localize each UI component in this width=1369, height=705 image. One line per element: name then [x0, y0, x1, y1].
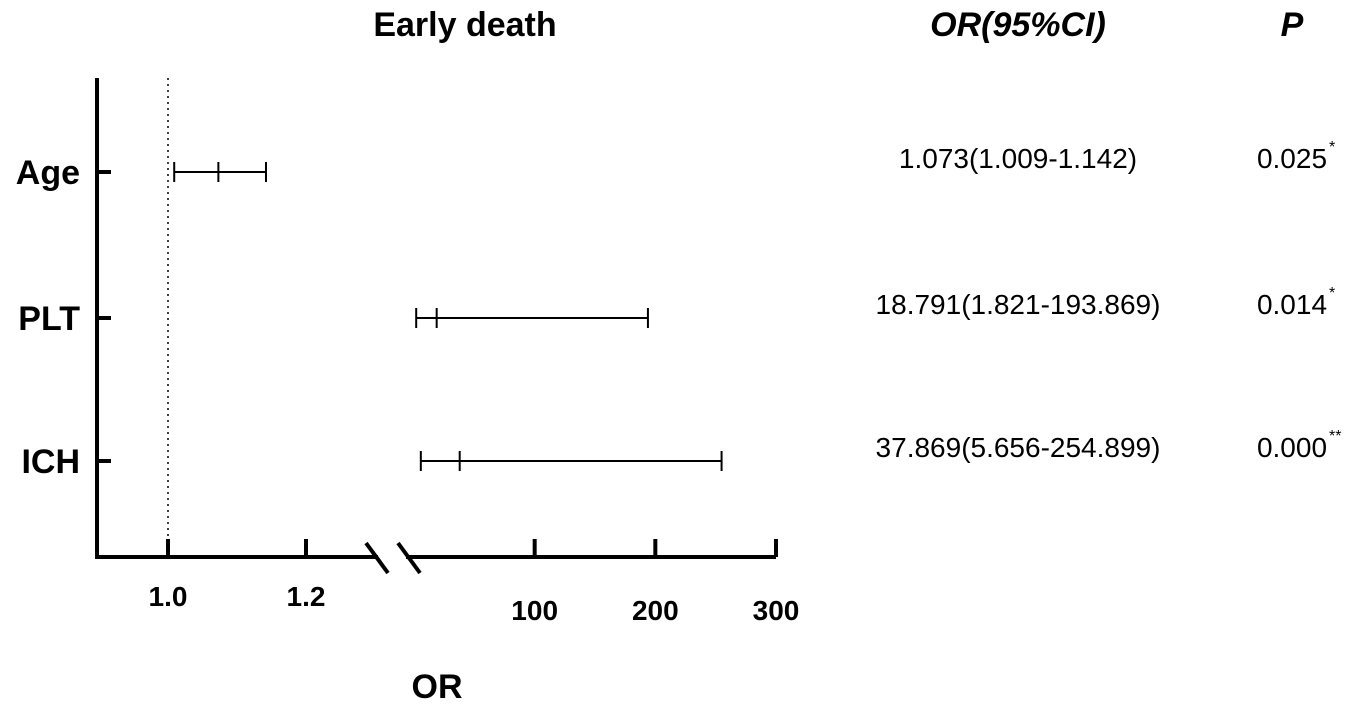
significance-mark: * — [1329, 285, 1335, 302]
chart-title: Early death — [373, 6, 556, 44]
significance-mark: * — [1329, 139, 1335, 156]
p-value: 0.025 — [1257, 143, 1327, 174]
x-tick-label: 100 — [511, 595, 558, 626]
x-tick-label: 300 — [753, 595, 800, 626]
or-ci-value: 18.791(1.821-193.869) — [876, 289, 1161, 320]
or-ci-column-header: OR(95%CI) — [930, 6, 1106, 44]
p-value: 0.014 — [1257, 289, 1327, 320]
x-tick-label: 200 — [632, 595, 679, 626]
significance-mark: ** — [1329, 428, 1341, 445]
x-tick-label: 1.0 — [149, 581, 188, 612]
p-value: 0.000 — [1257, 432, 1327, 463]
or-ci-value: 37.869(5.656-254.899) — [876, 432, 1161, 463]
x-tick-label: 1.2 — [287, 581, 326, 612]
row-label: PLT — [18, 300, 80, 338]
x-axis-label: OR — [412, 668, 463, 705]
axis-break-mark — [396, 541, 422, 575]
axis-break-mark — [364, 541, 390, 575]
p-column-header: P — [1281, 6, 1304, 44]
plot-area: 1.0 1.2 100 200 300 Age 1.073(1.009-1.142) 0.02… — [16, 78, 1341, 626]
row-label: Age — [16, 154, 80, 192]
row-label: ICH — [21, 443, 80, 481]
or-ci-value: 1.073(1.009-1.142) — [899, 143, 1137, 174]
